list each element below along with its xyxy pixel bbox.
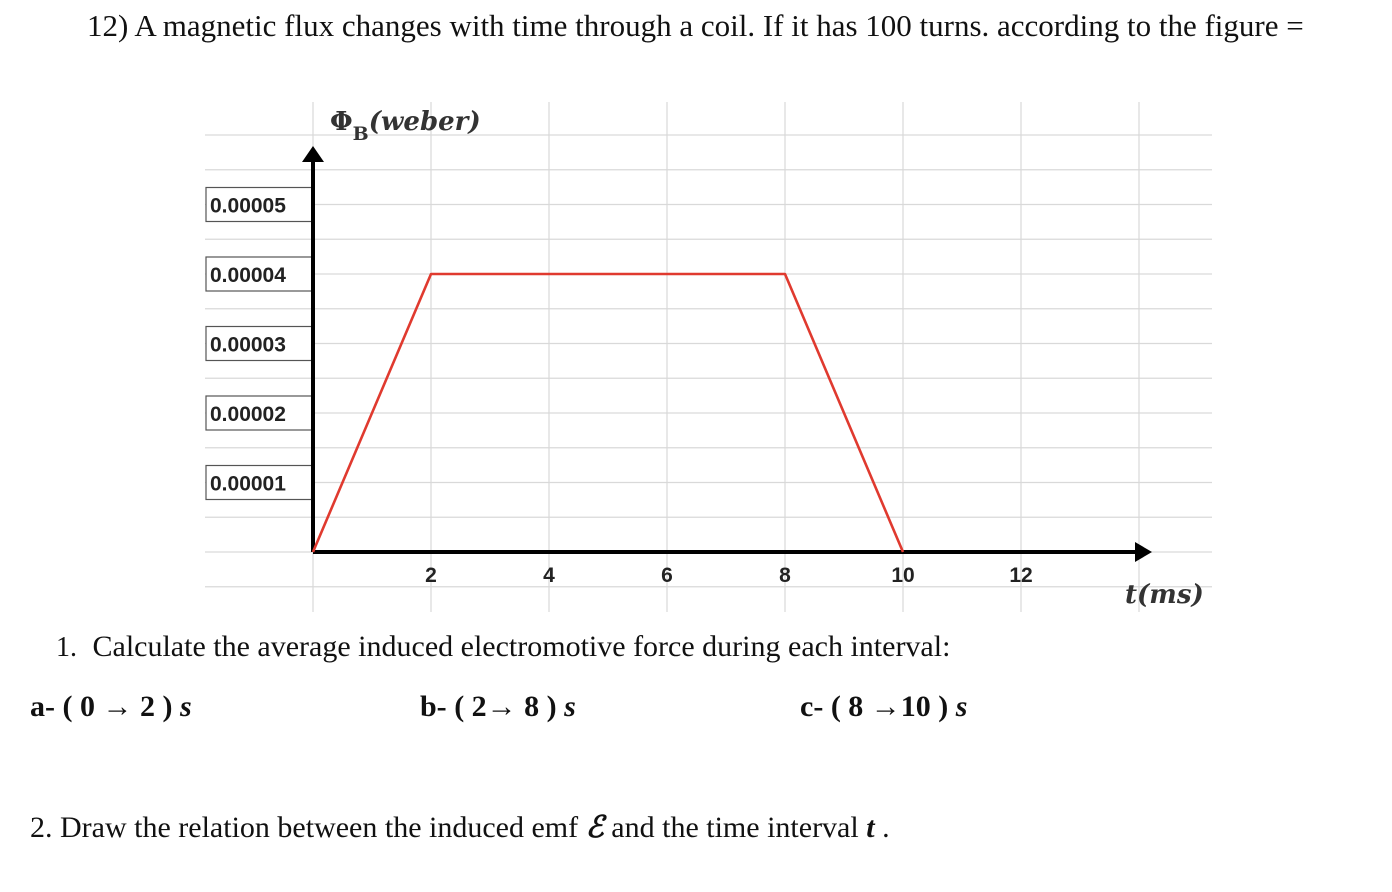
- instruction-2: 2. Draw the relation between the induced…: [30, 810, 890, 845]
- instruction-2-mid: and the time interval: [611, 811, 859, 844]
- y-axis-symbol: Φ: [330, 107, 353, 137]
- time-symbol: t: [866, 811, 875, 844]
- y-tick-box: [205, 186, 315, 223]
- x-axis-label: t(ms): [1125, 580, 1204, 610]
- y-tick-label: 0.00001: [210, 473, 286, 496]
- y-axis-label: ΦB(weber): [330, 107, 481, 145]
- y-axis-arrow: [302, 146, 324, 162]
- part-a-label: a-: [30, 690, 55, 723]
- part-a: a- ( 0 → 2 ) s: [30, 690, 192, 724]
- part-a-unit: s: [179, 690, 192, 723]
- question-number: 12): [87, 8, 129, 43]
- chart-grid: [205, 102, 1212, 612]
- y-tick-label: 0.00004: [210, 264, 286, 287]
- part-b: b- ( 2→ 8 ) s: [420, 690, 576, 724]
- y-tick-box: [205, 256, 315, 292]
- instruction-1-number: 1.: [56, 632, 77, 663]
- y-tick-box: [205, 395, 315, 431]
- part-c-unit: s: [955, 690, 968, 723]
- x-axis-arrow: [1135, 542, 1152, 562]
- y-tick-label: 0.00003: [210, 334, 286, 357]
- y-tick-labels: 0.00001 0.00002 0.00003 0.00004 0.00005: [205, 186, 315, 501]
- question-text: 12) A magnetic flux changes with time th…: [87, 8, 1304, 44]
- emf-symbol: ℰ: [585, 811, 604, 844]
- part-a-interval: ( 0 → 2 ): [62, 690, 173, 723]
- flux-series-line: [311, 272, 905, 553]
- instruction-1: 1. Calculate the average induced electro…: [56, 630, 950, 664]
- question-body: A magnetic flux changes with time throug…: [134, 8, 1304, 43]
- x-tick-label: 6: [661, 564, 673, 587]
- y-tick-label: 0.00005: [210, 195, 286, 218]
- y-axis-subscript: B: [353, 123, 369, 145]
- x-tick-labels: 2 4 6 8 10 12: [425, 564, 1033, 587]
- part-b-label: b-: [420, 690, 447, 723]
- x-tick-label: 4: [543, 564, 555, 587]
- x-tick-label: 8: [779, 564, 791, 587]
- y-tick-box: [205, 325, 315, 362]
- instruction-2-end: .: [882, 811, 890, 844]
- y-tick-box: [205, 464, 315, 501]
- part-c: c- ( 8 →10 ) s: [800, 690, 967, 724]
- x-tick-label: 2: [425, 564, 437, 587]
- y-axis-unit: (weber): [369, 107, 481, 137]
- instruction-1-text: Calculate the average induced electromot…: [92, 630, 951, 663]
- y-tick-label: 0.00002: [210, 403, 286, 426]
- x-tick-label: 12: [1009, 564, 1032, 587]
- chart-series: [311, 272, 905, 553]
- part-b-unit: s: [564, 690, 576, 723]
- x-tick-label: 10: [891, 564, 914, 587]
- instruction-2-text: 2. Draw the relation between the induced…: [30, 811, 579, 844]
- part-b-interval: ( 2→ 8 ): [454, 690, 557, 723]
- chart-axes: [302, 146, 1152, 562]
- part-c-label: c-: [800, 690, 824, 723]
- part-c-interval: ( 8 →10 ): [830, 690, 949, 723]
